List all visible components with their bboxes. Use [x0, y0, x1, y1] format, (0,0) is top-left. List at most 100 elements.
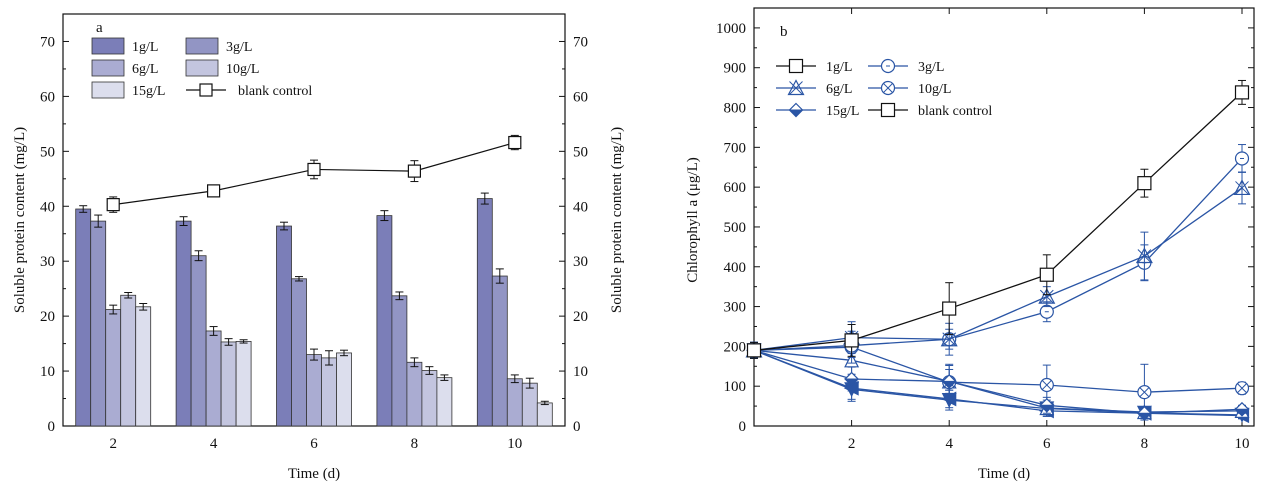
panel-a-ylabel-right: Soluble protein content (mg/L) — [609, 127, 625, 313]
marker-x — [1039, 289, 1054, 304]
panel-b: b Time (d) Chlorophyll a (μg/L) 0 100 200 3… — [685, 7, 1255, 482]
a-ytick-label-left: 10 — [40, 364, 55, 380]
legend-a-swatch — [185, 59, 219, 77]
marker-diamond-fill — [1234, 408, 1250, 417]
bar-3g/L — [190, 255, 207, 427]
b-ytick-label: 1000 — [716, 21, 746, 37]
series-line-6g/L — [753, 349, 1243, 413]
b-xtick-label: 10 — [1235, 436, 1250, 452]
marker-diamond-fill — [1136, 412, 1153, 421]
marker-square — [1234, 85, 1250, 100]
bar-6g/L — [506, 378, 523, 427]
bar-1g/L — [175, 220, 192, 427]
b-xtick-label: 4 — [945, 436, 953, 452]
b-ytick-label: 300 — [724, 300, 747, 316]
bar-10g/L — [321, 357, 337, 427]
a-xtick-label: 4 — [210, 436, 218, 452]
marker-circle-x — [1039, 377, 1054, 393]
marker-asterisk-triangle — [1233, 179, 1251, 196]
a-ytick-label-right: 0 — [573, 419, 581, 435]
legend-b-label: 6g/L — [826, 82, 852, 97]
bar-15g/L — [235, 341, 252, 427]
marker-square — [844, 333, 859, 348]
panel-a-label: a — [96, 20, 103, 36]
b-ytick-label: 700 — [724, 140, 747, 156]
legend-a-label: 1g/L — [132, 40, 158, 55]
bar-6g/L — [205, 330, 222, 427]
legend-a-swatch — [91, 59, 125, 77]
marker-square — [942, 301, 957, 316]
bar-6g/L — [105, 309, 122, 427]
marker-circle-x — [1137, 385, 1152, 400]
marker-asterisk-triangle — [787, 79, 805, 96]
marker-diamond-fill — [788, 109, 804, 118]
marker-diamond-fill — [941, 380, 957, 389]
b-ytick-label: 100 — [724, 379, 747, 395]
marker-square — [1039, 267, 1054, 282]
legend-b-label: 15g/L — [826, 104, 859, 119]
bar-3g/L — [491, 275, 508, 427]
panel-a: a Time (d) Soluble protein content (mg/L… — [12, 13, 625, 482]
marker-circle-x — [880, 80, 896, 96]
blank-control-point — [307, 162, 321, 177]
marker-half-diamond — [788, 102, 804, 118]
bar-1g/L — [376, 215, 393, 427]
legend-b-label: 3g/L — [918, 60, 944, 75]
marker-square — [746, 343, 762, 358]
blank-control-point — [508, 135, 522, 150]
b-ytick-label: 500 — [724, 220, 747, 236]
marker-asterisk-triangle — [1038, 287, 1056, 304]
blank-control-point — [106, 198, 120, 212]
marker-x — [1041, 380, 1052, 390]
marker-square — [1137, 176, 1152, 191]
marker-x — [1235, 181, 1249, 195]
marker-triangle — [1233, 179, 1251, 196]
a-xtick-label: 10 — [507, 436, 522, 452]
b-ytick-label: 600 — [724, 180, 747, 196]
a-ytick-label-left: 20 — [40, 309, 55, 325]
marker-half-diamond — [1234, 401, 1250, 417]
b-ytick-label: 200 — [724, 339, 747, 355]
b-ytick-label: 0 — [739, 419, 747, 435]
marker-square — [788, 58, 804, 74]
a-ytick-label-right: 10 — [573, 364, 588, 380]
marker-square — [942, 301, 957, 316]
a-ytick-label-right: 30 — [573, 254, 588, 270]
marker-x — [1139, 387, 1150, 398]
marker-square — [788, 58, 804, 74]
series-line-blank control — [753, 91, 1243, 352]
bar-10g/L — [120, 294, 137, 427]
series-line-3g/L (upper) — [753, 158, 1243, 352]
marker-square — [880, 102, 896, 118]
marker-diamond-fill — [843, 378, 860, 387]
bar-10g/L — [220, 341, 237, 427]
marker-circle — [1234, 151, 1250, 166]
bar-1g/L — [75, 208, 92, 427]
series-line-15g/L — [753, 349, 1243, 414]
marker-asterisk-triangle — [940, 330, 958, 347]
marker-square — [1039, 267, 1054, 282]
bar-3g/L — [391, 295, 408, 427]
bar-15g/L — [135, 306, 152, 427]
marker-x — [1237, 383, 1247, 394]
marker-x — [789, 81, 803, 95]
b-xtick-label: 6 — [1043, 436, 1051, 452]
panel-b-frame — [753, 7, 1255, 427]
legend-a-swatch — [185, 37, 219, 55]
bar-3g/L — [90, 220, 107, 427]
marker-diamond-fill — [1039, 404, 1055, 413]
marker-triangle — [1135, 247, 1153, 264]
marker-triangle — [1038, 287, 1056, 304]
a-ytick-label-left: 0 — [48, 419, 56, 435]
legend-a-swatch — [91, 37, 125, 55]
marker-square — [1234, 85, 1250, 100]
blank-control-point — [407, 164, 421, 178]
b-xtick-label: 8 — [1141, 436, 1149, 452]
bar-3g/L — [291, 278, 307, 427]
bar-6g/L — [406, 361, 423, 427]
panel-b-ylabel: Chlorophyll a (μg/L) — [685, 157, 701, 283]
bar-10g/L — [421, 370, 438, 427]
bar-1g/L — [476, 198, 493, 427]
series-line-10g/L — [753, 346, 1243, 393]
bar-1g/L — [276, 225, 292, 427]
